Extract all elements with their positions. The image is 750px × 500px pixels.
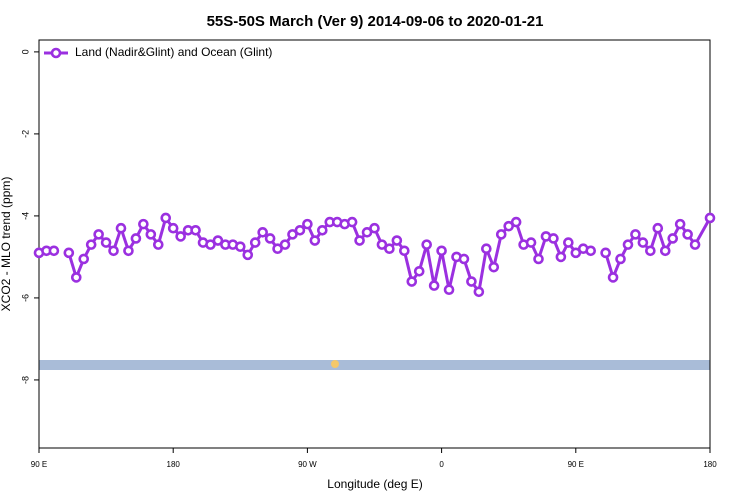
point [674,218,686,230]
x-tick-label: 90 E [31,460,47,469]
point [309,235,321,246]
point [249,237,261,248]
point [130,233,142,244]
legend-label: Land (Nadir&Glint) and Ocean (Glint) [75,45,272,59]
point [458,253,470,265]
point [428,280,440,291]
plot-frame [38,39,711,449]
point [85,239,97,250]
point [302,218,313,230]
y-tick-label: -2 [20,130,30,138]
point [354,235,365,246]
point [384,243,395,255]
point [212,235,224,246]
point [682,229,693,240]
point [160,212,172,224]
point [257,227,268,238]
y-tick-label: -6 [20,294,30,302]
point [689,239,701,250]
point [369,222,380,234]
point [503,220,515,232]
point [152,239,164,250]
x-tick-label: 90 E [568,460,584,469]
point [645,245,656,257]
point [167,222,179,234]
point [622,239,634,250]
point [93,229,104,240]
point [488,261,500,273]
point [563,237,574,248]
y-tick-label: -8 [20,376,30,384]
point [115,222,127,234]
legend-marker [50,47,62,59]
point [525,237,537,248]
point [421,239,432,250]
point [317,224,328,236]
y-tick-label: 0 [20,49,30,54]
point [391,235,403,246]
point [190,224,201,236]
point [123,245,134,257]
land-feature [331,360,339,368]
x-tick-label: 0 [439,460,444,469]
point [495,229,507,240]
point [138,218,149,230]
point [272,243,283,255]
x-axis-label: Longitude (deg E) [327,477,422,491]
x-tick-label: 90 W [298,460,317,469]
point [652,222,664,234]
point [406,276,418,287]
point [481,243,492,255]
point [78,253,90,265]
surface-strip [39,360,710,370]
point [548,233,559,244]
point [466,276,477,287]
point [63,247,75,259]
point [607,272,619,283]
point [510,216,522,228]
point [570,247,582,259]
point [704,212,716,224]
point [48,245,60,257]
point [376,239,388,250]
point [279,239,291,250]
point [637,237,649,248]
point [667,233,679,244]
point [436,245,447,257]
point [235,241,246,252]
point [175,231,186,242]
point [399,245,410,257]
point [443,284,455,296]
y-axis-label: XCO2 - MLO trend (ppm) [0,177,13,312]
point [533,253,544,265]
point [346,216,358,228]
point [615,253,626,265]
point [205,239,216,250]
point [361,227,373,238]
point [659,245,671,257]
point [242,249,254,261]
point [473,286,485,298]
point [585,245,597,257]
point [108,245,119,257]
point [264,233,276,244]
point [630,229,641,240]
point [100,237,112,248]
point [70,272,82,283]
chart-title: 55S-50S March (Ver 9) 2014-09-06 to 2020… [207,13,544,30]
point [294,224,306,236]
point [555,251,567,263]
point [287,229,298,240]
point [600,247,611,259]
x-tick-label: 180 [703,460,717,469]
x-tick-label: 180 [167,460,181,469]
y-tick-label: -4 [20,212,30,220]
point [145,229,157,240]
point [413,265,425,277]
